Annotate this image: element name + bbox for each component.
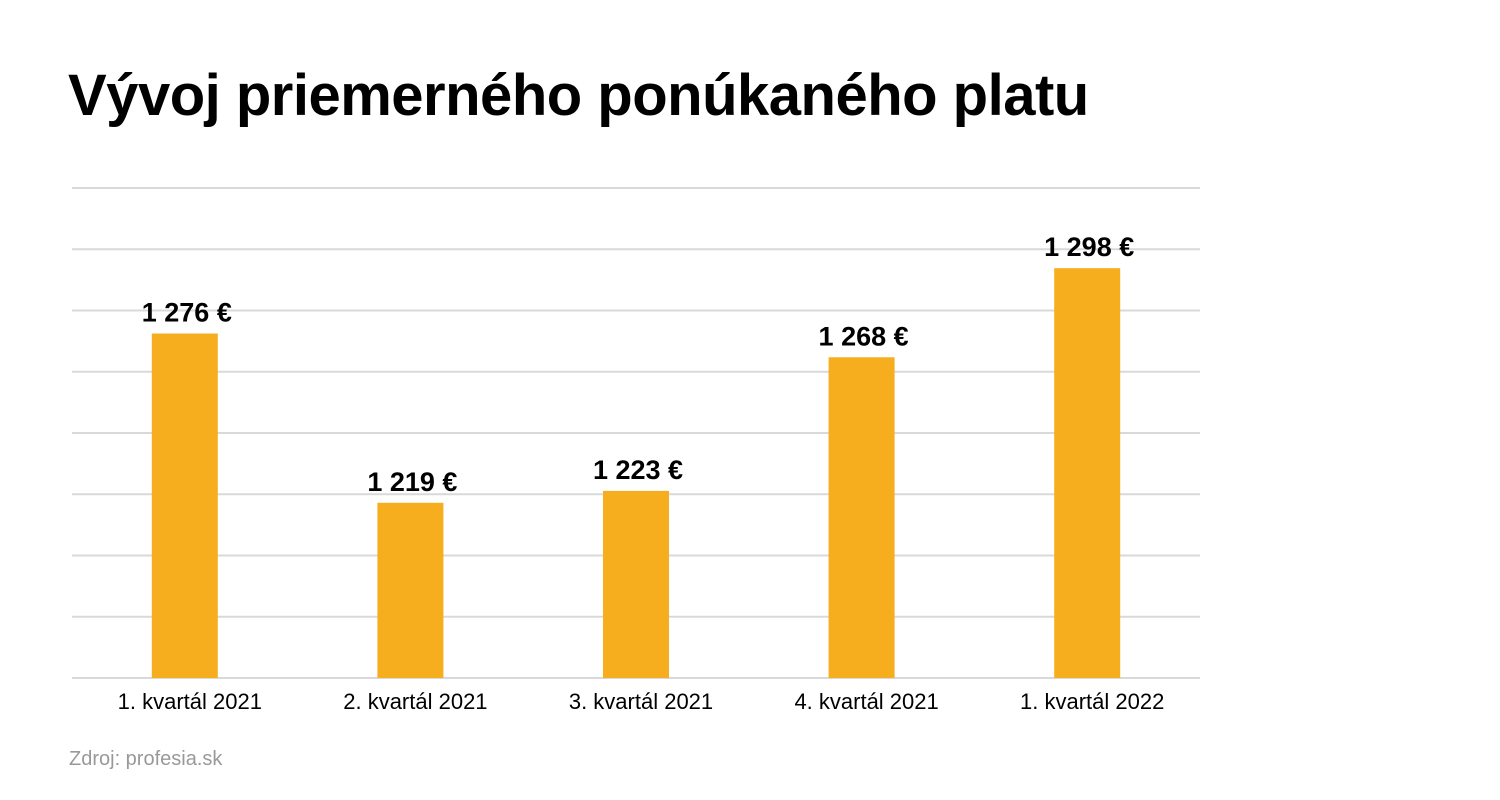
data-label: 1 223 €: [593, 455, 683, 485]
bar: [377, 502, 444, 678]
bar: [1054, 268, 1121, 678]
x-tick-label: 4. kvartál 2021: [794, 689, 938, 714]
bar: [828, 357, 895, 678]
x-tick-label: 2. kvartál 2021: [343, 689, 487, 714]
bars: [151, 268, 1121, 678]
value-labels: 1 276 € 1 219 € 1 223 € 1 268 € 1 298 €: [142, 232, 1134, 497]
x-tick-label: 3. kvartál 2021: [569, 689, 713, 714]
source-note: Zdroj: profesia.sk: [69, 748, 223, 770]
chart-title: Vývoj priemerného ponúkaného platu: [68, 63, 1089, 128]
data-label: 1 219 €: [367, 467, 457, 497]
x-tick-label: 1. kvartál 2021: [118, 689, 262, 714]
x-tick-label: 1. kvartál 2022: [1020, 689, 1164, 714]
data-label: 1 298 €: [1044, 232, 1134, 262]
data-label: 1 276 €: [142, 298, 232, 328]
data-label: 1 268 €: [819, 321, 909, 351]
bar: [603, 490, 669, 678]
bar: [151, 333, 218, 678]
category-axis-labels: 1. kvartál 2021 2. kvartál 2021 3. kvartál…: [118, 689, 1165, 714]
